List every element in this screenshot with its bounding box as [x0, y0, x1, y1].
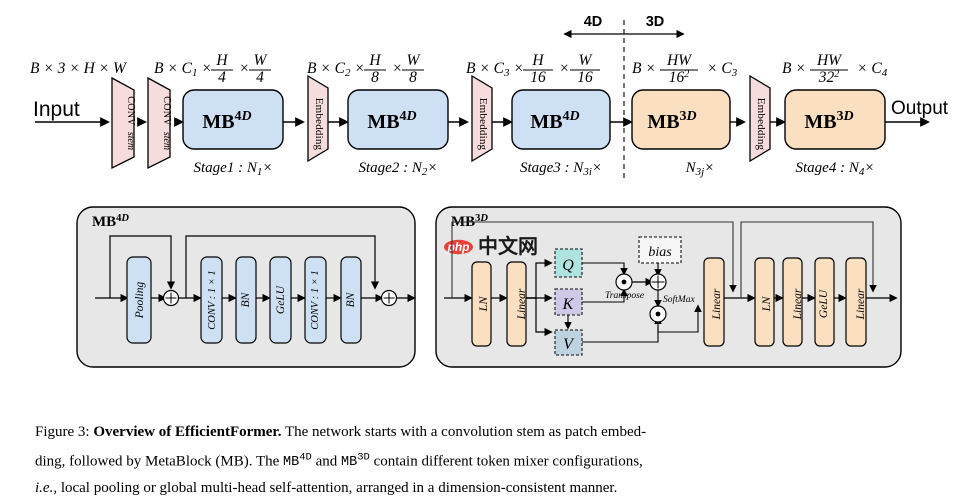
- svg-text:CONV : 1 × 1: CONV : 1 × 1: [310, 270, 321, 329]
- svg-text:BN: BN: [345, 291, 357, 307]
- svg-text:stem: stem: [125, 132, 136, 150]
- svg-text:CONV: CONV: [161, 96, 172, 126]
- svg-text:W: W: [254, 52, 269, 69]
- svg-text:B × 3 × H × W: B × 3 × H × W: [30, 60, 128, 77]
- svg-text:HW: HW: [816, 52, 843, 69]
- svg-text:16: 16: [577, 69, 593, 86]
- svg-text:php: php: [447, 240, 470, 254]
- svg-text:Pooling: Pooling: [134, 282, 146, 320]
- svg-text:N3j×: N3j×: [685, 160, 715, 178]
- svg-text:Transpose: Transpose: [605, 291, 644, 301]
- svg-text:bias: bias: [648, 245, 672, 260]
- svg-text:B × C1 ×: B × C1 ×: [154, 60, 212, 79]
- svg-text:B ×: B ×: [782, 60, 806, 77]
- svg-text:H: H: [215, 52, 228, 69]
- svg-text:SoftMax: SoftMax: [663, 294, 695, 305]
- svg-text:4D: 4D: [584, 14, 603, 30]
- svg-text:Linear: Linear: [711, 288, 723, 320]
- svg-text:4: 4: [256, 69, 264, 86]
- svg-text:H: H: [368, 52, 381, 69]
- svg-text:H: H: [531, 52, 544, 69]
- svg-text:3D: 3D: [646, 14, 665, 30]
- svg-text:W: W: [407, 52, 422, 69]
- svg-text:LN: LN: [759, 296, 773, 313]
- svg-text:GeLU: GeLU: [275, 285, 287, 314]
- svg-text:16: 16: [530, 69, 546, 86]
- svg-text:162: 162: [669, 69, 690, 86]
- svg-text:W: W: [579, 52, 594, 69]
- svg-text:4: 4: [218, 69, 226, 86]
- svg-text:8: 8: [371, 69, 379, 86]
- svg-text:× C3: × C3: [707, 60, 738, 79]
- svg-text:322: 322: [818, 69, 840, 86]
- svg-text:中文网: 中文网: [478, 234, 538, 258]
- svg-text:stem: stem: [161, 132, 172, 150]
- svg-text:Stage2 : N2×: Stage2 : N2×: [359, 160, 438, 178]
- svg-text:B × C2 ×: B × C2 ×: [307, 60, 365, 79]
- svg-text:×: ×: [239, 60, 249, 77]
- svg-text:B ×: B ×: [632, 60, 656, 77]
- svg-text:GeLU: GeLU: [818, 289, 830, 318]
- svg-text:×: ×: [559, 60, 569, 77]
- svg-text:Embedding: Embedding: [313, 98, 325, 151]
- svg-text:Embedding: Embedding: [755, 98, 767, 151]
- svg-text:B × C3 ×: B × C3 ×: [466, 60, 524, 79]
- svg-text:LN: LN: [476, 296, 490, 313]
- svg-text:Stage3 : N3i×: Stage3 : N3i×: [520, 160, 602, 178]
- svg-text:Q: Q: [562, 257, 574, 274]
- svg-text:Output: Output: [891, 98, 949, 119]
- svg-text:Input: Input: [33, 98, 80, 121]
- svg-text:×: ×: [392, 60, 402, 77]
- svg-text:K: K: [562, 296, 575, 313]
- svg-text:Stage4 : N4×: Stage4 : N4×: [796, 160, 875, 178]
- svg-text:BN: BN: [240, 291, 252, 307]
- svg-text:Linear: Linear: [516, 288, 528, 320]
- svg-text:HW: HW: [666, 52, 693, 69]
- svg-text:CONV: CONV: [125, 96, 136, 126]
- svg-text:8: 8: [409, 69, 417, 86]
- svg-text:× C4: × C4: [857, 60, 888, 79]
- svg-text:Linear: Linear: [855, 288, 867, 320]
- svg-text:Stage1 : N1×: Stage1 : N1×: [194, 160, 273, 178]
- svg-text:Linear: Linear: [792, 288, 804, 320]
- svg-text:Embedding: Embedding: [477, 98, 489, 151]
- svg-text:CONV : 1 × 1: CONV : 1 × 1: [207, 270, 218, 329]
